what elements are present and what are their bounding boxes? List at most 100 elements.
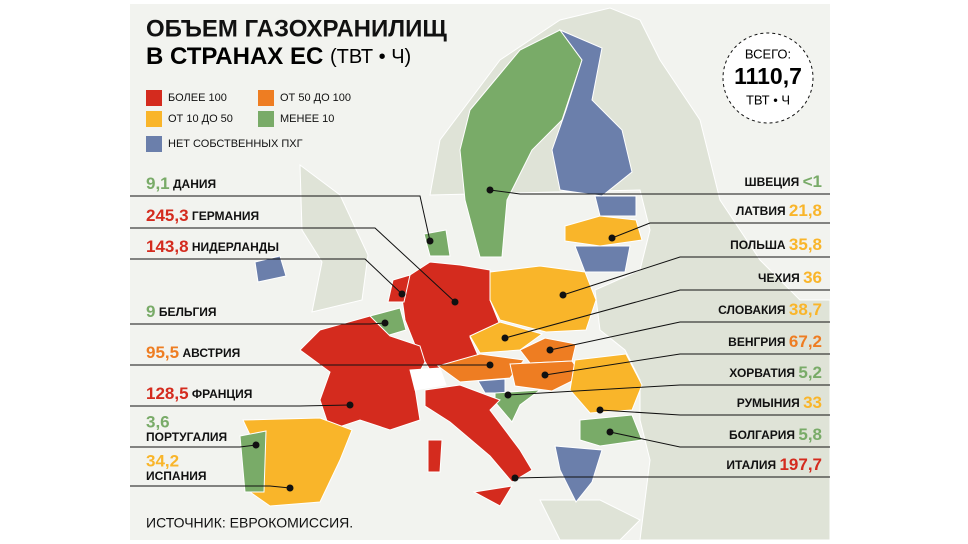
leader-dot <box>541 371 549 379</box>
country-value: 128,5 <box>146 384 189 403</box>
country-label: ШВЕЦИЯ <1 <box>745 172 822 191</box>
legend: БОЛЕЕ 100 ОТ 50 ДО 100 ОТ 10 ДО 50 МЕНЕЕ 10… <box>146 90 351 152</box>
country-value: 38,7 <box>789 300 822 319</box>
source: ИСТОЧНИК: ЕВРОКОМИССИЯ. <box>146 515 353 531</box>
total-value: 1110,7 <box>734 63 802 89</box>
leader-line <box>130 195 431 242</box>
country-name: БЕЛЬГИЯ <box>159 305 217 319</box>
leader-line <box>514 476 830 479</box>
leader-dot <box>504 391 512 399</box>
leader-line <box>544 353 830 376</box>
leader-dot <box>346 401 354 409</box>
leader-line <box>130 404 351 407</box>
country-value: 9 <box>146 302 155 321</box>
leader-line <box>609 431 830 448</box>
leader-dot <box>252 441 260 449</box>
leader-line <box>130 322 386 325</box>
country-name: ГЕРМАНИЯ <box>192 209 259 223</box>
country-label: 245,3 ГЕРМАНИЯ <box>146 206 259 225</box>
leader-dot <box>596 406 604 414</box>
legend-label: НЕТ СОБСТВЕННЫХ ПХГ <box>168 138 303 150</box>
leader-line <box>130 444 257 448</box>
country-name: ДАНИЯ <box>173 177 216 191</box>
country-value: 5,2 <box>798 363 822 382</box>
country-label: 9 БЕЛЬГИЯ <box>146 302 217 321</box>
country-label: 9,1 ДАНИЯ <box>146 174 216 193</box>
country-value: 34,2 <box>146 451 179 470</box>
leader-dot <box>606 428 614 436</box>
country-name: ШВЕЦИЯ <box>745 175 800 189</box>
leader-line <box>507 384 830 396</box>
leader-line <box>130 258 403 295</box>
leader-dot <box>501 334 509 342</box>
leader-line <box>562 256 830 296</box>
legend-swatch <box>258 90 274 106</box>
badge-circle <box>722 32 814 124</box>
leader-dot <box>451 298 459 306</box>
leader-line <box>599 409 830 416</box>
country-label: ЧЕХИЯ 36 <box>758 268 822 287</box>
country-label: ПОЛЬША 35,8 <box>730 235 822 254</box>
country-name: НИДЕРЛАНДЫ <box>192 240 279 254</box>
country-label: ВЕНГРИЯ 67,2 <box>728 332 822 351</box>
leader-line <box>130 227 456 303</box>
total-label: ВСЕГО: <box>745 46 791 61</box>
country-label: 95,5 АВСТРИЯ <box>146 343 240 362</box>
leader-line <box>504 289 830 339</box>
country-value: 21,8 <box>789 201 822 220</box>
leader-dot <box>608 234 616 242</box>
title-line: В СТРАНАХ ЕС (ТВТ • Ч) <box>146 43 411 70</box>
country-name: ВЕНГРИЯ <box>728 335 785 349</box>
leader-dot <box>511 474 519 482</box>
title-line: ОБЪЕМ ГАЗОХРАНИЛИЩ <box>146 15 447 42</box>
country-name: ЧЕХИЯ <box>758 271 800 285</box>
country-label: БОЛГАРИЯ 5,8 <box>729 425 822 444</box>
legend-swatch <box>146 111 162 127</box>
country-value: 143,8 <box>146 237 189 256</box>
country-name: ИСПАНИЯ <box>146 469 207 483</box>
country-value: 197,7 <box>779 455 822 474</box>
country-name: ФРАНЦИЯ <box>192 387 253 401</box>
leader-line <box>130 485 291 489</box>
country-value: 3,6 <box>146 412 170 431</box>
legend-swatch <box>146 90 162 106</box>
leader-dot <box>546 346 554 354</box>
country-name: ИТАЛИЯ <box>726 458 776 472</box>
legend-label: ОТ 10 ДО 50 <box>168 113 233 125</box>
legend-label: МЕНЕЕ 10 <box>280 113 334 125</box>
legend-swatch <box>258 111 274 127</box>
total-badge: ВСЕГО: 1110,7 ТВТ • Ч <box>722 32 814 124</box>
country-value: 33 <box>803 393 822 412</box>
country-value: 36 <box>803 268 822 287</box>
leader-line <box>549 321 830 351</box>
country-label: СЛОВАКИЯ 38,7 <box>718 300 822 319</box>
country-name: РУМЫНИЯ <box>737 396 800 410</box>
country-value: 95,5 <box>146 343 179 362</box>
leader-dot <box>381 319 389 327</box>
country-label: РУМЫНИЯ 33 <box>737 393 822 412</box>
country-value: 67,2 <box>789 332 822 351</box>
country-label: 143,8 НИДЕРЛАНДЫ <box>146 237 279 256</box>
country-value: 9,1 <box>146 174 170 193</box>
country-name: ПОРТУГАЛИЯ <box>146 430 227 444</box>
leader-dot <box>398 290 406 298</box>
country-name: БОЛГАРИЯ <box>729 428 795 442</box>
leader-dot <box>286 484 294 492</box>
country-name: АВСТРИЯ <box>182 346 240 360</box>
country-labels: 9,1 ДАНИЯ 245,3 ГЕРМАНИЯ 143,8 НИДЕРЛАНДЫ 9… <box>130 172 830 492</box>
leader-dot <box>559 291 567 299</box>
country-label: ЛАТВИЯ 21,8 <box>736 201 822 220</box>
legend-label: ОТ 50 ДО 100 <box>280 92 351 104</box>
legend-label: БОЛЕЕ 100 <box>168 92 227 104</box>
title: ОБЪЕМ ГАЗОХРАНИЛИЩ В СТРАНАХ ЕС (ТВТ • Ч… <box>146 15 447 70</box>
leader-dot <box>486 186 494 194</box>
leader-dot <box>426 237 434 245</box>
country-name: ПОЛЬША <box>730 238 786 252</box>
country-label: ИТАЛИЯ 197,7 <box>726 455 822 474</box>
country-value: 5,8 <box>798 425 822 444</box>
country-name: ЛАТВИЯ <box>736 204 786 218</box>
country-label: ХОРВАТИЯ 5,2 <box>729 363 822 382</box>
country-name: ХОРВАТИЯ <box>729 366 795 380</box>
total-unit: ТВТ • Ч <box>746 92 790 107</box>
